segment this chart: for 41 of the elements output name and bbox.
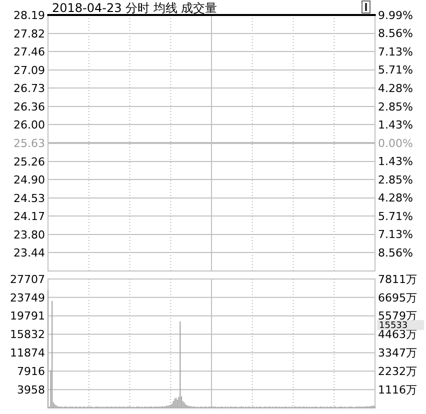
y2-tick-label: 1116万 — [378, 383, 417, 396]
y2-tick-label: 2232万 — [378, 364, 417, 378]
y-tick-label: 27.46 — [14, 45, 45, 58]
y2-tick-label: 2.85% — [378, 100, 413, 114]
y2-tick-label: 7.13% — [378, 45, 413, 58]
y-tick-label: 27.09 — [14, 64, 45, 77]
y2-tick-label: 5.71% — [378, 64, 413, 77]
y-tick-label: 19791 — [10, 310, 45, 323]
y-tick-label: 25.63 — [14, 136, 45, 150]
y-tick-label: 3958 — [17, 383, 45, 396]
y2-tick-label: 6695万 — [378, 291, 417, 304]
y-tick-label: 27707 — [10, 272, 45, 286]
y-tick-label: 27.82 — [14, 27, 45, 40]
chart-title: 2018-04-23 分时 均线 成交量 — [52, 1, 218, 15]
y-tick-label: 26.73 — [14, 82, 45, 95]
y2-tick-label: 7811万 — [378, 272, 417, 286]
y2-tick-label: 7.13% — [378, 228, 413, 242]
y-tick-label: 23749 — [10, 291, 45, 304]
y-tick-label: 25.26 — [14, 155, 45, 168]
y2-tick-label: 4.28% — [378, 82, 413, 96]
y-tick-label: 23.80 — [14, 228, 45, 242]
y-tick-label: 24.53 — [14, 192, 45, 205]
y-tick-label: 7916 — [17, 364, 45, 378]
y2-tick-label: 5.71% — [378, 210, 413, 224]
y-tick-label: 24.90 — [14, 173, 45, 186]
y-tick-label: 11874 — [10, 346, 45, 360]
y-tick-label: 26.36 — [14, 100, 45, 114]
y-tick-label: 15832 — [10, 328, 45, 342]
y2-tick-label: 1.43% — [378, 155, 413, 168]
y2-tick-label: 2.85% — [378, 173, 413, 186]
y2-tick-label: 8.56% — [378, 27, 413, 40]
y2-tick-label: 0.00% — [378, 136, 413, 150]
y-tick-label: 26.00 — [14, 118, 45, 132]
y-tick-label: 24.17 — [14, 210, 45, 223]
y2-tick-label: 9.99% — [378, 8, 413, 22]
y2-tick-label: 1.43% — [378, 118, 413, 132]
y2-tick-label: 4.28% — [378, 192, 413, 205]
y-tick-label: 28.19 — [14, 8, 45, 22]
y2-tick-label: 8.56% — [378, 246, 413, 260]
y-tick-label: 23.44 — [14, 246, 45, 260]
y2-tick-label: 3347万 — [378, 346, 417, 360]
